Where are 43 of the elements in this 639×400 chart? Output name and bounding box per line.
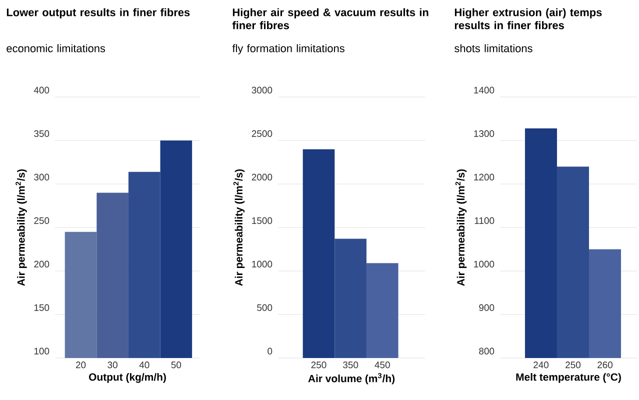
y-tick-label: 300 (34, 174, 50, 180)
y-tick-label: 400 (34, 86, 50, 94)
y-tick-label: 100 (34, 348, 50, 354)
x-tick-label: 350 (343, 362, 358, 368)
y-tick-label: 150 (34, 304, 50, 311)
x-tick-label: 450 (374, 362, 390, 368)
y-tick-label: 250 (34, 217, 50, 224)
x-tick-label: 240 (534, 362, 548, 368)
chart-title: Lower output results in finer fibres (6, 8, 190, 18)
y-tick-label: 200 (34, 260, 50, 268)
chart-subtitle: fly formation limitations (232, 44, 344, 54)
x-axis-title: Air volume (m$^{3}$/h) (308, 373, 395, 384)
y-tick-label: 2500 (252, 130, 272, 137)
y-axis-title: Air permeability (l/m$^{2}$/s) (455, 169, 467, 286)
chart-title: Higher air speed & vacuum results in finer fibres (232, 8, 428, 30)
y-axis-title: Air permeability (l/m$^{2}$/s) (16, 169, 27, 286)
y-tick-label: 1100 (474, 217, 494, 224)
chart-title: Higher extrusion (air) temps results in finer fibres (454, 8, 602, 30)
y-tick-label: 3000 (252, 86, 272, 94)
x-tick-label: 20 (76, 362, 86, 368)
x-tick-label: 40 (139, 362, 150, 368)
x-tick-label: 250 (566, 362, 581, 368)
y-tick-label: 1000 (474, 260, 494, 268)
y-tick-label: 500 (257, 304, 272, 311)
x-tick-label: 50 (171, 362, 182, 368)
x-axis-title: Melt temperature (°C) (516, 373, 621, 383)
y-tick-label: 1400 (474, 86, 494, 94)
y-tick-label: 1300 (474, 130, 494, 137)
y-tick-label: 800 (479, 348, 494, 354)
y-tick-label: 2000 (252, 174, 272, 180)
y-tick-label: 1200 (474, 174, 494, 180)
y-tick-label: 900 (479, 304, 494, 311)
x-tick-label: 260 (598, 362, 613, 368)
chart-subtitle: economic limitations (6, 44, 106, 52)
y-axis-title: Air permeability (l/m$^{2}$/s) (233, 169, 245, 286)
y-tick-label: 1500 (252, 217, 272, 224)
x-tick-label: 30 (108, 362, 118, 368)
x-axis-title: Output (kg/m/h) (89, 373, 166, 383)
y-tick-label: 1000 (252, 260, 272, 268)
y-tick-label: 0 (268, 348, 272, 354)
chart-subtitle: shots limitations (454, 44, 532, 52)
y-tick-label: 350 (34, 130, 50, 137)
x-tick-label: 250 (311, 362, 326, 368)
